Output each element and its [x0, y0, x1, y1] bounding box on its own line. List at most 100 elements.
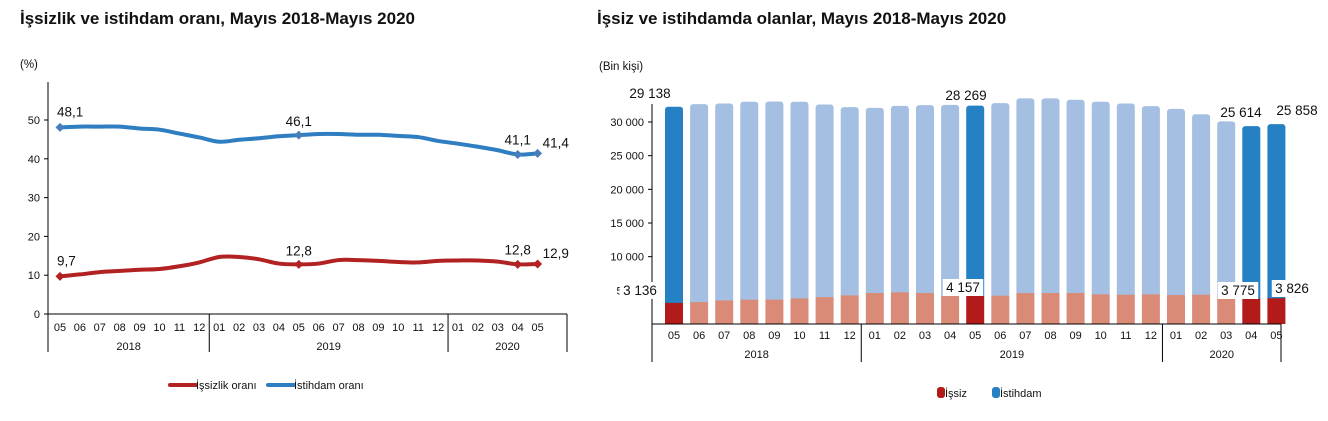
- employed-data-label: 28 269: [945, 88, 986, 103]
- bar-employed: [765, 101, 784, 303]
- bar-employed: [941, 104, 960, 300]
- x-tick-label: 03: [919, 330, 931, 342]
- y-axis-unit-label: (%): [20, 59, 38, 71]
- employed-data-label: 25 858: [1276, 103, 1317, 118]
- bar-employed: [1041, 98, 1060, 297]
- bar-employed: [1116, 103, 1135, 298]
- x-tick-label: 02: [894, 330, 906, 342]
- bar-group: [1267, 124, 1286, 324]
- x-tick-label: 02: [472, 322, 484, 334]
- data-label: 41,4: [543, 135, 570, 150]
- data-label: 9,7: [57, 253, 76, 268]
- bar-group: [1091, 101, 1110, 324]
- bar-unemployed: [665, 302, 683, 324]
- bar-group: [966, 105, 985, 324]
- bar-group: [665, 106, 683, 324]
- x-tick-label: 12: [1145, 330, 1157, 342]
- bar-group: [840, 107, 859, 324]
- left-chart-title: İşsizlik ve istihdam oranı, Mayıs 2018-M…: [20, 9, 415, 28]
- bar-group: [815, 104, 834, 324]
- x-tick-label: 03: [492, 322, 504, 334]
- bar-unemployed: [991, 295, 1010, 324]
- bar-group: [715, 103, 734, 324]
- bar-employed: [890, 105, 909, 296]
- data-marker-icon: [294, 259, 304, 269]
- unemployed-data-label: 3 826: [1275, 281, 1309, 296]
- y-tick-label: 20: [28, 231, 40, 243]
- employed-data-label: 29 138: [629, 86, 670, 101]
- data-marker-icon: [513, 259, 523, 269]
- bar-group: [890, 105, 909, 324]
- data-label: 41,1: [505, 133, 531, 148]
- bar-group: [690, 104, 709, 324]
- x-tick-label: 03: [253, 322, 265, 334]
- data-marker-icon: [55, 271, 65, 281]
- bar-employed: [1267, 124, 1286, 302]
- bar-employed: [790, 101, 809, 302]
- data-label: 46,1: [286, 114, 312, 129]
- bar-unemployed: [740, 299, 759, 324]
- x-tick-label: 02: [233, 322, 245, 334]
- bar-unemployed: [941, 296, 960, 324]
- x-tick-label: 11: [174, 322, 185, 334]
- y-tick-label: 10 000: [610, 252, 644, 264]
- x-tick-label: 01: [213, 322, 225, 334]
- bar-group: [1041, 98, 1060, 324]
- x-tick-label: 06: [313, 322, 325, 334]
- bar-group: [865, 107, 884, 324]
- bar-group: [1116, 103, 1135, 324]
- year-label: 2020: [495, 341, 519, 353]
- x-tick-label: 08: [114, 322, 126, 334]
- data-marker-icon: [294, 130, 304, 140]
- bar-unemployed: [1016, 293, 1035, 324]
- x-tick-label: 08: [352, 322, 364, 334]
- x-tick-label: 10: [793, 330, 805, 342]
- legend-employed-swatch: [992, 387, 1000, 398]
- bar-unemployed: [966, 296, 985, 324]
- bar-group: [1066, 99, 1085, 324]
- unemployed-data-label-bg: [619, 282, 661, 299]
- unemployed-data-label-bg: [942, 279, 984, 296]
- x-tick-label: 07: [1019, 330, 1031, 342]
- x-tick-label: 01: [452, 322, 464, 334]
- bar-employed: [1217, 121, 1236, 300]
- x-tick-label: 05: [1270, 330, 1282, 342]
- year-label: 2019: [316, 341, 340, 353]
- x-tick-label: 10: [153, 322, 165, 334]
- bar-employed: [1016, 98, 1035, 297]
- bar-employed: [991, 103, 1010, 299]
- bar-group: [790, 101, 809, 324]
- unemployed-data-label-bg: [1271, 280, 1313, 297]
- x-tick-label: 08: [1044, 330, 1056, 342]
- unemployed-data-label: 3 136: [623, 283, 657, 298]
- employed-data-label-bg: [942, 87, 990, 104]
- x-tick-label: 02: [1195, 330, 1207, 342]
- x-tick-label: 06: [994, 330, 1006, 342]
- bar-employed: [815, 104, 834, 301]
- bar-unemployed: [690, 302, 709, 324]
- bar-unemployed: [840, 295, 859, 324]
- y-tick-label: 25 000: [610, 151, 644, 163]
- bar-unemployed: [1066, 293, 1085, 324]
- right-chart-title: İşsiz ve istihdamda olanlar, Mayıs 2018-…: [597, 9, 1007, 28]
- data-marker-icon: [55, 122, 65, 132]
- year-label: 2018: [744, 349, 768, 361]
- x-tick-label: 09: [133, 322, 145, 334]
- y-tick-label: 20 000: [610, 184, 644, 196]
- bar-employed: [1091, 101, 1110, 298]
- x-tick-label: 04: [944, 330, 956, 342]
- x-tick-label: 07: [94, 322, 106, 334]
- bar-employed: [690, 104, 709, 306]
- bar-group: [765, 101, 784, 324]
- bar-group: [916, 105, 934, 324]
- bar-group: [1217, 121, 1236, 324]
- bar-unemployed: [865, 293, 884, 324]
- data-label: 48,1: [57, 104, 83, 119]
- x-tick-label: 10: [392, 322, 404, 334]
- bar-group: [1016, 98, 1035, 324]
- legend-employed-label: İstihdam: [1000, 387, 1042, 400]
- bar-employed: [916, 105, 934, 297]
- y-tick-label: 40: [28, 154, 40, 166]
